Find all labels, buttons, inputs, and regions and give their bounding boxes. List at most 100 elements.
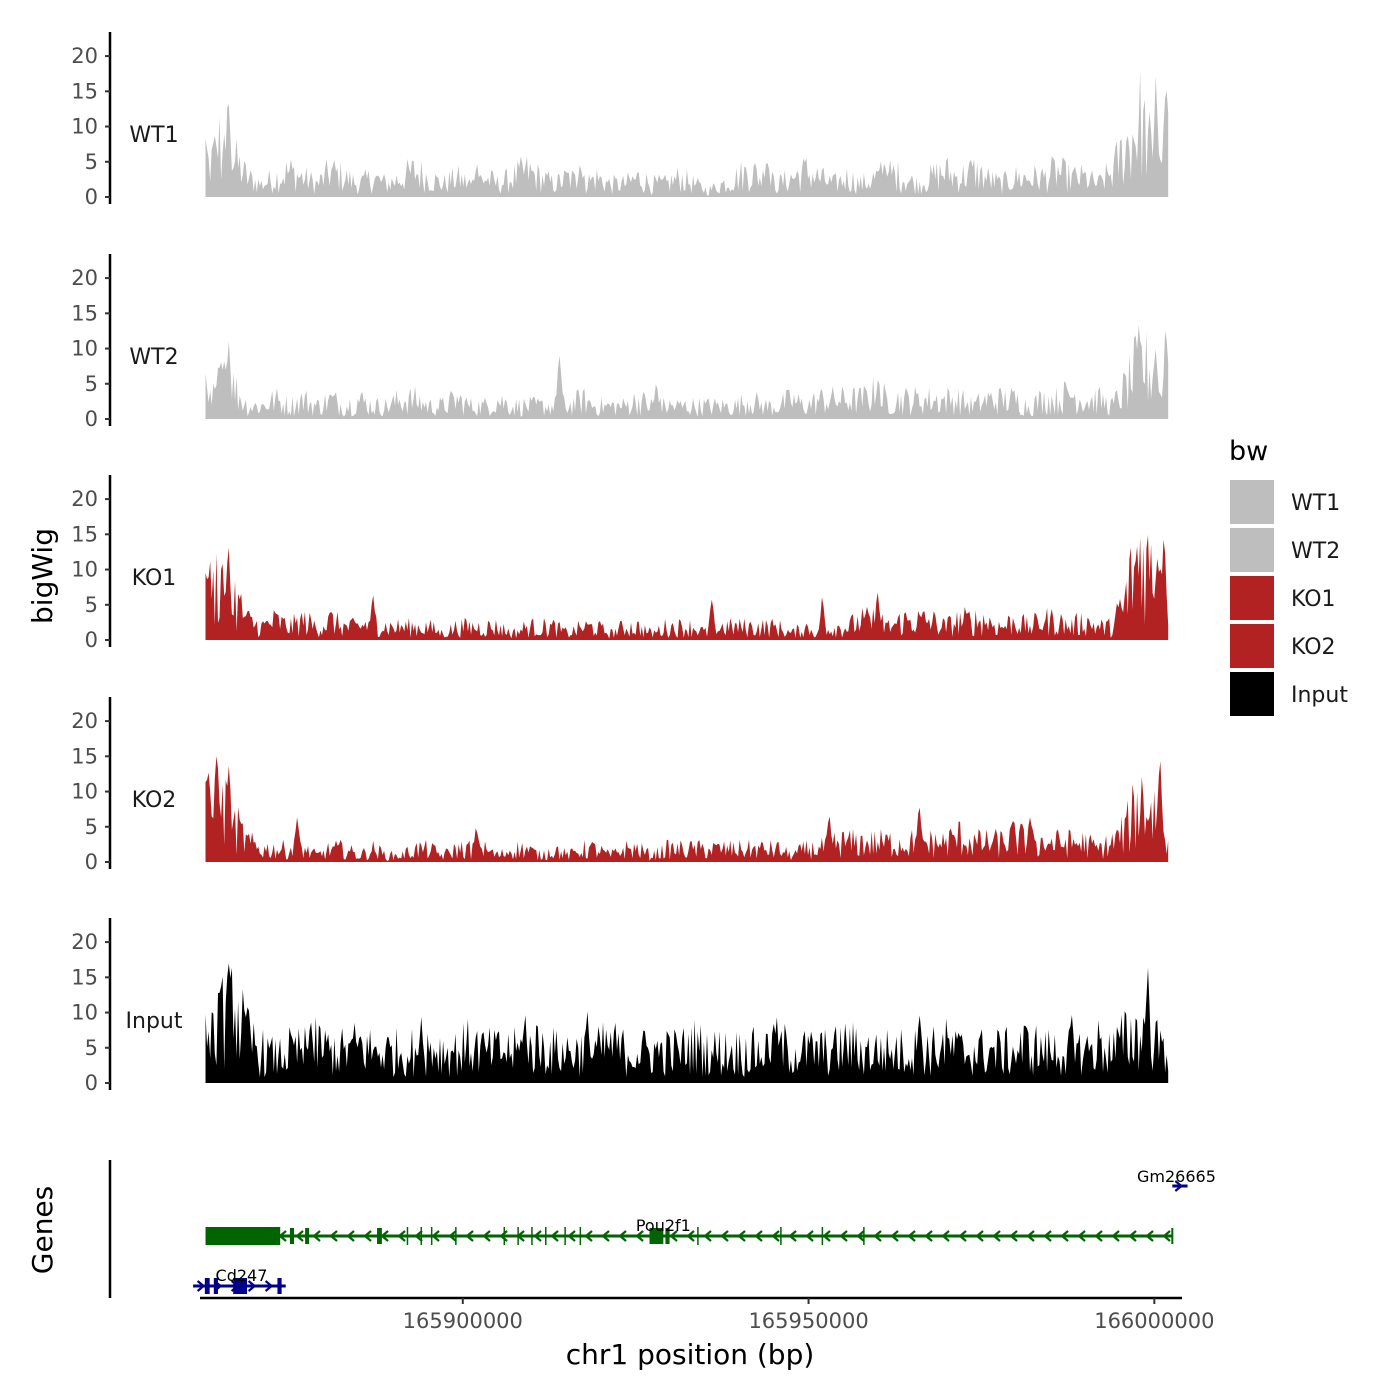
x-axis-title: chr1 position (bp) [566, 1338, 815, 1371]
signal-area-input [205, 963, 1169, 1083]
track-input: 0 5 10 15 20 Input [71, 918, 1169, 1095]
strand-arrow [414, 1230, 423, 1242]
strand-arrow [346, 1230, 355, 1242]
strand-arrow [533, 1230, 542, 1242]
strand-arrow [584, 1230, 593, 1242]
track-label: KO1 [132, 566, 177, 591]
strand-arrow [890, 1230, 899, 1242]
y-tick-label: 0 [85, 407, 98, 431]
strand-arrow [431, 1230, 440, 1242]
x-tick-label: 165900000 [403, 1309, 523, 1333]
y-tick-label: 0 [85, 850, 98, 874]
y-tick-label: 20 [71, 709, 98, 733]
y-tick-label: 0 [85, 1071, 98, 1095]
legend-swatch [1230, 480, 1274, 524]
exon-block [649, 1228, 664, 1244]
legend-swatch [1230, 528, 1274, 572]
y-tick-label: 10 [71, 337, 98, 361]
y-tick-label: 20 [71, 266, 98, 290]
strand-arrow [924, 1230, 933, 1242]
strand-arrow [380, 1230, 389, 1242]
exon-block [377, 1228, 382, 1244]
strand-arrow [1026, 1230, 1035, 1242]
strand-arrow [329, 1230, 338, 1242]
gene-label: Cd247 [216, 1266, 268, 1285]
gene-cd247: Cd247 [193, 1266, 286, 1294]
strand-arrow [703, 1230, 712, 1242]
strand-arrow [754, 1230, 763, 1242]
legend-label: WT2 [1291, 539, 1340, 564]
strand-arrow [720, 1230, 729, 1242]
strand-arrow [992, 1230, 1001, 1242]
strand-arrow [839, 1230, 848, 1242]
strand-arrow [1128, 1230, 1137, 1242]
strand-arrow [941, 1230, 950, 1242]
strand-arrow [550, 1230, 559, 1242]
gene-label: Gm26665 [1137, 1167, 1216, 1186]
signal-area-wt2 [205, 324, 1169, 419]
strand-arrow [958, 1230, 967, 1242]
exon-block [665, 1228, 670, 1244]
strand-arrow [295, 1230, 304, 1242]
strand-arrow [907, 1230, 916, 1242]
gene-gm26665: Gm26665 [1137, 1167, 1216, 1192]
strand-arrow [669, 1230, 678, 1242]
y-tick-label: 5 [85, 815, 98, 839]
strand-arrow [1111, 1230, 1120, 1242]
strand-arrow [1162, 1230, 1171, 1242]
utr-block [205, 1227, 281, 1245]
y-axis-title: bigWig [26, 528, 59, 624]
strand-arrow [1094, 1230, 1103, 1242]
legend-swatch [1230, 576, 1274, 620]
strand-arrow [312, 1230, 321, 1242]
strand-arrow [1174, 1180, 1184, 1192]
strand-arrow [822, 1230, 831, 1242]
y-tick-label: 15 [71, 301, 98, 325]
y-tick-label: 10 [71, 115, 98, 139]
exon-block [204, 1278, 210, 1294]
strand-arrow [482, 1230, 491, 1242]
strand-arrow [264, 1280, 274, 1292]
strand-arrow [975, 1230, 984, 1242]
strand-arrow [873, 1230, 882, 1242]
y-tick-label: 10 [71, 558, 98, 582]
strand-arrow [567, 1230, 576, 1242]
y-tick-label: 0 [85, 628, 98, 652]
strand-arrow [196, 1280, 206, 1292]
strand-arrow [363, 1230, 372, 1242]
signal-area-ko2 [205, 756, 1169, 862]
y-tick-label: 10 [71, 1001, 98, 1025]
strand-arrow [805, 1230, 814, 1242]
strand-arrow [856, 1230, 865, 1242]
y-tick-label: 5 [85, 593, 98, 617]
legend-swatch [1230, 624, 1274, 668]
legend-title: bw [1229, 436, 1268, 467]
y-tick-label: 5 [85, 150, 98, 174]
strand-arrow [1043, 1230, 1052, 1242]
signal-area-wt1 [205, 71, 1169, 197]
legend-label: KO2 [1291, 635, 1336, 660]
y-tick-label: 15 [71, 522, 98, 546]
y-tick-label: 5 [85, 372, 98, 396]
strand-arrow [499, 1230, 508, 1242]
strand-arrow [635, 1230, 644, 1242]
track-label: KO2 [132, 788, 177, 813]
strand-arrow [618, 1230, 627, 1242]
strand-arrow [771, 1230, 780, 1242]
y-tick-label: 15 [71, 965, 98, 989]
strand-arrow [448, 1230, 457, 1242]
y-tick-label: 15 [71, 79, 98, 103]
track-ko2: 0 5 10 15 20 KO2 [71, 697, 1169, 874]
track-label: WT2 [129, 345, 178, 370]
genes-axis-title: Genes [26, 1186, 59, 1274]
y-tick-label: 20 [71, 930, 98, 954]
strand-arrow [686, 1230, 695, 1242]
strand-arrow [1077, 1230, 1086, 1242]
strand-arrow [1060, 1230, 1069, 1242]
signal-area-ko1 [205, 535, 1169, 640]
gene-pou2f1: Pou2f1 [205, 1216, 1174, 1245]
y-tick-label: 15 [71, 744, 98, 768]
exon-block [289, 1228, 295, 1244]
track-wt2: 0 5 10 15 20 WT2 [71, 254, 1169, 431]
